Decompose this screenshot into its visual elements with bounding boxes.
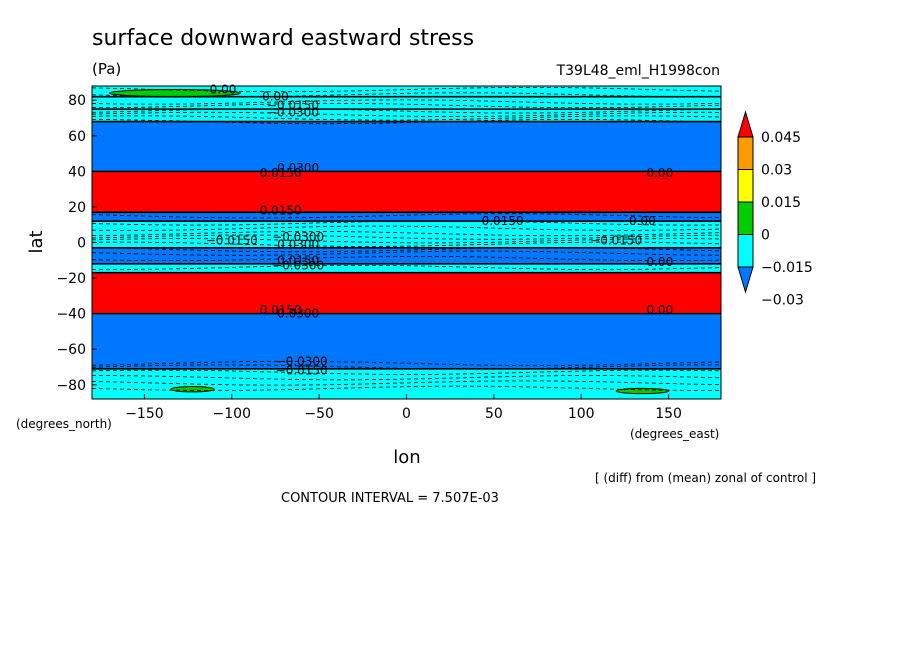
contour-label: −0.0300	[272, 259, 324, 273]
x-tick-label: −50	[304, 406, 334, 422]
contour-label: 0.0150	[277, 253, 319, 267]
colorbar-swatch	[737, 169, 754, 203]
contour-label: 0.00	[262, 90, 289, 104]
x-units-label: (degrees_east)	[630, 427, 719, 441]
units-label: (Pa)	[92, 60, 121, 78]
contour-label: 0.0300	[277, 307, 319, 321]
contour-label: −0.0150	[267, 99, 319, 113]
contour-label: −0.0300	[272, 230, 324, 244]
colorbar-label: −0.03	[761, 293, 804, 309]
colorbar-swatch	[737, 234, 754, 268]
colorbar-arrow-high	[737, 110, 754, 138]
x-tick-label: 150	[655, 406, 682, 422]
contour-label: 0.00	[629, 214, 656, 228]
run-label: T39L48_eml_H1998con	[556, 63, 720, 79]
y-tick-label: −20	[56, 271, 86, 287]
contour-label: 0.00	[646, 255, 673, 269]
contour-label: 0.0300	[277, 161, 319, 175]
x-tick-label: −100	[213, 406, 251, 422]
x-tick-label: 0	[402, 406, 411, 422]
x-tick-label: 100	[568, 406, 595, 422]
contour-label: −0.0150	[590, 234, 642, 248]
contour-label: 0.0300	[277, 237, 319, 251]
colorbar-swatch	[737, 201, 754, 235]
contour-band	[92, 247, 721, 264]
colorbar: 0.045 0.03 0.015 0 −0.015 −0.03	[737, 110, 813, 309]
contour-label: 0.0150	[482, 214, 524, 228]
y-tick-label: 0	[77, 236, 86, 252]
colorbar-label: 0.015	[761, 195, 801, 211]
contour-band	[92, 212, 721, 222]
contour-label: 0.00	[210, 83, 237, 97]
contour-band	[92, 121, 721, 172]
positive-patch	[170, 386, 215, 393]
chart-title: surface downward eastward stress	[92, 26, 474, 51]
contour-label: −0.0150	[276, 364, 328, 378]
y-tick-label: 60	[68, 129, 86, 145]
x-axis-label: lon	[393, 447, 420, 468]
contour-band	[92, 313, 721, 369]
contour-label: 0.0150	[260, 166, 302, 180]
y-tick-label: −40	[56, 307, 86, 323]
contour-band	[92, 368, 721, 399]
contour-band	[92, 272, 721, 314]
y-axis: −80 −60 −40 −20 0 20 40 60 80	[56, 93, 97, 394]
y-tick-label: −60	[56, 342, 86, 358]
contour-label: −0.0150	[206, 234, 258, 248]
contour-band	[92, 86, 721, 97]
colorbar-label: 0.045	[761, 130, 801, 146]
colorbar-label: −0.015	[761, 260, 813, 276]
y-tick-label: 80	[68, 93, 86, 109]
contour-label: 0.0150	[260, 303, 302, 317]
contour-label: −0.0300	[267, 106, 319, 120]
contour-label: −0.0300	[276, 355, 328, 369]
contour-interval-label: CONTOUR INTERVAL = 7.507E-03	[281, 491, 499, 506]
y-units-label: (degrees_north)	[16, 417, 112, 431]
contour-label: 0.00	[646, 166, 673, 180]
diff-note: [ (diff) from (mean) zonal of control ]	[595, 471, 816, 485]
contour-label: 0.00	[646, 303, 673, 317]
x-axis: −150 −100 −50 0 50 100 150	[125, 394, 682, 422]
colorbar-label: 0.03	[761, 163, 792, 179]
colorbar-arrow-low	[737, 266, 754, 294]
x-tick-label: 50	[485, 406, 503, 422]
y-axis-label: lat	[26, 230, 47, 253]
contour-label: 0.0150	[260, 203, 302, 217]
contour-band	[92, 171, 721, 213]
contour-band	[92, 96, 721, 110]
y-tick-label: −80	[56, 378, 86, 394]
y-tick-label: 40	[68, 164, 86, 180]
contour-band	[92, 221, 721, 248]
x-tick-label: −150	[125, 406, 163, 422]
contour-band	[92, 263, 721, 273]
colorbar-swatch	[737, 136, 754, 170]
colorbar-label: 0	[761, 228, 770, 244]
y-tick-label: 20	[68, 200, 86, 216]
